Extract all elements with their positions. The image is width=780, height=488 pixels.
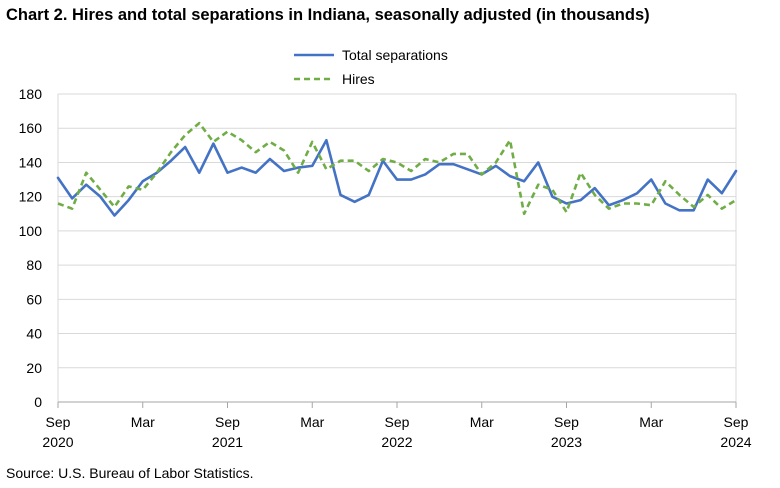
x-tick-label-month: Sep — [46, 414, 71, 430]
y-tick-label: 0 — [34, 394, 42, 410]
x-tick-label-month: Sep — [724, 414, 749, 430]
x-tick-label-month: Mar — [300, 414, 324, 430]
legend: Total separations Hires — [294, 47, 448, 87]
x-tick-label-month: Mar — [639, 414, 663, 430]
x-tick-label-year: 2021 — [212, 434, 243, 450]
gridlines — [58, 93, 736, 369]
y-tick-label: 60 — [26, 291, 42, 307]
x-tick-label-month: Sep — [215, 414, 240, 430]
source-note: Source: U.S. Bureau of Labor Statistics. — [6, 465, 254, 481]
x-tick-label-month: Mar — [470, 414, 494, 430]
x-tick-label-year: 2023 — [551, 434, 582, 450]
chart-title: Chart 2. Hires and total separations in … — [6, 6, 650, 24]
y-tick-label: 120 — [19, 189, 43, 205]
axes — [57, 94, 737, 408]
x-tick-label-year: 2020 — [42, 434, 73, 450]
series-lines — [56, 121, 738, 217]
x-tick-label-month: Sep — [385, 414, 410, 430]
y-tick-label: 160 — [19, 120, 43, 136]
series-line-hires — [57, 121, 737, 216]
x-axis-tick-labels: Sep 2020 Mar Sep 2021 Mar Sep 2022 Mar Sep 2023 Mar… — [42, 414, 751, 450]
y-tick-label: 80 — [26, 257, 42, 273]
y-tick-label: 40 — [26, 326, 42, 342]
legend-label-total-separations: Total separations — [342, 47, 448, 63]
series-line-total-separations — [56, 138, 738, 217]
x-tick-label-month: Mar — [131, 414, 155, 430]
legend-label-hires: Hires — [342, 71, 375, 87]
x-tick-label-year: 2022 — [381, 434, 412, 450]
y-tick-label: 140 — [19, 154, 43, 170]
x-tick-label-year: 2024 — [720, 434, 751, 450]
y-tick-label: 100 — [19, 223, 43, 239]
y-tick-label: 20 — [26, 360, 42, 376]
y-axis-tick-labels: 0 20 40 60 80 100 120 140 160 180 — [19, 86, 43, 410]
y-tick-label: 180 — [19, 86, 43, 102]
x-tick-label-month: Sep — [554, 414, 579, 430]
